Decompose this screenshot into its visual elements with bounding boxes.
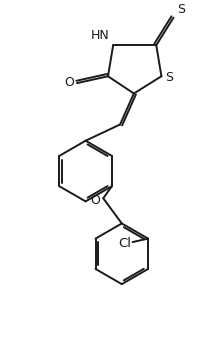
- Text: HN: HN: [91, 29, 110, 42]
- Text: S: S: [166, 72, 174, 85]
- Text: S: S: [177, 3, 185, 16]
- Text: Cl: Cl: [118, 237, 131, 250]
- Text: O: O: [91, 193, 100, 206]
- Text: O: O: [64, 76, 74, 89]
